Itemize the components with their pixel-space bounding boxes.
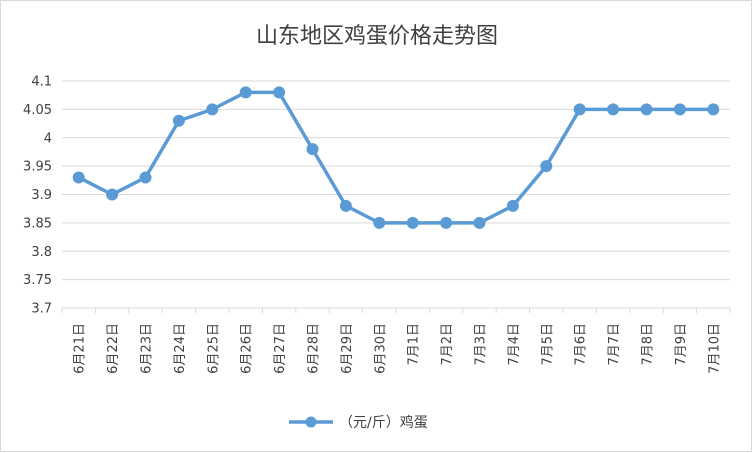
data-point — [206, 103, 219, 116]
x-tick-label: 7月7日 — [607, 323, 622, 366]
x-tick-label: 7月5日 — [540, 323, 555, 366]
x-tick-label: 6月24日 — [173, 323, 188, 374]
y-tick-label: 3.85 — [23, 216, 52, 231]
y-tick-label: 3.95 — [23, 160, 52, 175]
y-tick-label: 3.9 — [31, 188, 52, 203]
x-tick-label: 7月4日 — [507, 323, 522, 366]
data-point — [573, 103, 586, 116]
x-tick-label: 7月3日 — [474, 323, 489, 366]
y-tick-label: 4.05 — [23, 103, 52, 118]
x-tick-label: 7月10日 — [707, 323, 722, 374]
data-point — [106, 188, 119, 201]
data-point — [607, 103, 620, 116]
x-tick-label: 6月29日 — [340, 323, 355, 374]
y-tick-labels: 3.7 3.75 3.8 3.85 3.9 3.95 4 4.05 4.1 — [23, 75, 52, 317]
data-point — [239, 86, 252, 99]
legend-marker-swatch — [305, 416, 317, 428]
data-point — [139, 171, 152, 184]
data-point — [306, 143, 319, 156]
x-tick-label: 6月27日 — [273, 323, 288, 374]
data-point — [339, 199, 352, 212]
data-point — [506, 199, 519, 212]
legend-label: （元/斤）鸡蛋 — [339, 414, 428, 431]
x-tick-label: 6月22日 — [106, 323, 121, 374]
chart-title: 山东地区鸡蛋价格走势图 — [256, 24, 498, 49]
x-tick-label: 7月6日 — [574, 323, 589, 366]
y-tick-label: 4 — [44, 131, 52, 146]
x-tick-labels: 6月21日 6月22日 6月23日 6月24日 6月25日 6月26日 6月27日 6月28日… — [73, 323, 723, 374]
grid-layer — [61, 80, 731, 313]
data-point — [172, 114, 185, 127]
y-tick-label: 3.7 — [31, 302, 52, 317]
x-tick-label: 6月21日 — [73, 323, 88, 374]
data-point — [673, 103, 686, 116]
x-tick-label: 7月2日 — [440, 323, 455, 366]
x-tick-label: 7月9日 — [674, 323, 689, 366]
y-tick-label: 4.1 — [31, 75, 52, 90]
y-tick-label: 3.75 — [23, 273, 52, 288]
data-point — [707, 103, 720, 116]
x-tick-label: 7月1日 — [407, 323, 422, 366]
x-tick-label: 6月25日 — [206, 323, 221, 374]
y-tick-label: 3.8 — [31, 245, 52, 260]
data-point — [72, 171, 85, 184]
legend: （元/斤）鸡蛋 — [289, 414, 428, 431]
series-layer — [72, 86, 720, 229]
data-point — [473, 216, 486, 229]
x-tick-label: 6月23日 — [140, 323, 155, 374]
data-point — [440, 216, 453, 229]
x-tick-label: 6月28日 — [307, 323, 322, 374]
data-point — [540, 160, 553, 173]
data-point — [640, 103, 653, 116]
x-tick-label: 7月8日 — [641, 323, 656, 366]
x-tick-label: 6月30日 — [373, 323, 388, 374]
data-point — [273, 86, 286, 99]
data-point — [406, 216, 419, 229]
x-tick-label: 6月26日 — [240, 323, 255, 374]
data-point — [373, 216, 386, 229]
